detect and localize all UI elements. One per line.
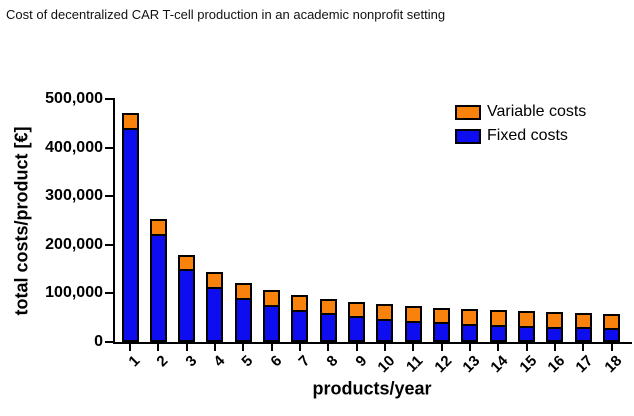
bar-segment-fixed-costs xyxy=(405,320,422,342)
x-axis-tick xyxy=(525,344,528,351)
x-axis-tick xyxy=(610,344,613,351)
x-axis-tick xyxy=(270,344,273,351)
bar-segment-fixed-costs xyxy=(348,316,365,342)
bar-segment-fixed-costs xyxy=(376,318,393,342)
x-axis-tick xyxy=(298,344,301,351)
x-axis-tick xyxy=(242,344,245,351)
legend-label-variable-costs: Variable costs xyxy=(487,103,587,120)
figure-title: Cost of decentralized CAR T-cell product… xyxy=(6,7,446,22)
x-tick-label: 4 xyxy=(210,352,229,371)
bar-segment-fixed-costs xyxy=(320,313,337,342)
bar-products-12 xyxy=(433,307,450,342)
x-axis-tick xyxy=(468,344,471,351)
bar-products-7 xyxy=(291,295,308,342)
x-axis-tick xyxy=(582,344,585,351)
bar-segment-fixed-costs xyxy=(122,127,139,342)
y-tick-label: 300,000 xyxy=(45,187,103,205)
bar-products-11 xyxy=(405,306,422,342)
x-tick-label: 2 xyxy=(153,352,172,371)
legend-swatch-variable-costs xyxy=(455,104,481,120)
y-axis-line xyxy=(113,98,115,344)
y-tick-label: 200,000 xyxy=(45,235,103,253)
y-axis-tick xyxy=(105,98,113,100)
legend-entry-variable-costs: Variable costs xyxy=(455,102,586,122)
x-tick-label: 15 xyxy=(516,352,540,377)
bar-products-10 xyxy=(376,304,393,342)
x-axis-tick xyxy=(412,344,415,351)
x-axis-tick xyxy=(497,344,500,351)
x-axis-line xyxy=(113,342,632,344)
bar-segment-fixed-costs xyxy=(178,269,195,342)
y-axis-tick xyxy=(105,195,113,198)
bar-products-15 xyxy=(518,311,535,342)
x-axis-tick xyxy=(157,344,160,351)
x-tick-label: 14 xyxy=(487,352,512,377)
bar-segment-fixed-costs xyxy=(235,297,252,342)
y-tick-label: 0 xyxy=(94,333,103,350)
bar-products-4 xyxy=(206,272,223,342)
x-tick-label: 17 xyxy=(572,352,597,377)
bar-products-2 xyxy=(150,219,167,342)
y-axis-tick xyxy=(105,243,113,246)
legend-label-fixed-costs: Fixed costs xyxy=(487,127,568,144)
x-tick-label: 5 xyxy=(238,352,257,371)
bar-segment-fixed-costs xyxy=(206,286,223,342)
bar-products-5 xyxy=(235,282,252,342)
x-tick-label: 1 xyxy=(125,352,144,371)
x-tick-label: 7 xyxy=(295,352,314,371)
bar-products-14 xyxy=(490,310,507,342)
x-tick-label: 16 xyxy=(544,352,569,377)
bar-products-9 xyxy=(348,301,365,342)
x-tick-label: 3 xyxy=(182,352,200,371)
y-tick-label: 100,000 xyxy=(45,284,103,302)
bar-products-1 xyxy=(122,113,139,342)
y-axis-title: total costs/product [€] xyxy=(11,126,32,316)
bar-segment-fixed-costs xyxy=(461,323,478,342)
x-axis-tick xyxy=(383,344,386,351)
bar-segment-fixed-costs xyxy=(603,328,620,342)
x-axis-tick xyxy=(553,344,556,351)
bar-segment-fixed-costs xyxy=(263,304,280,342)
x-axis-tick xyxy=(440,344,443,351)
bar-products-18 xyxy=(603,313,620,342)
bar-products-16 xyxy=(546,312,563,342)
bar-segment-fixed-costs xyxy=(546,326,563,342)
y-tick-label: 500,000 xyxy=(45,90,103,107)
y-axis-tick xyxy=(105,146,113,149)
bar-products-3 xyxy=(178,254,195,342)
x-axis-tick xyxy=(213,344,216,351)
y-axis-tick xyxy=(105,292,113,295)
legend: Variable costs Fixed costs xyxy=(455,102,586,150)
bar-segment-fixed-costs xyxy=(490,324,507,342)
bar-segment-fixed-costs xyxy=(291,309,308,342)
legend-entry-fixed-costs: Fixed costs xyxy=(455,126,586,146)
bar-segment-fixed-costs xyxy=(150,233,167,342)
x-axis-tick xyxy=(185,344,188,351)
y-tick-label: 400,000 xyxy=(45,138,103,156)
legend-swatch-fixed-costs xyxy=(455,128,481,144)
bar-segment-fixed-costs xyxy=(433,322,450,342)
bar-segment-fixed-costs xyxy=(518,325,535,342)
x-axis-title: products/year xyxy=(312,378,432,399)
bar-products-17 xyxy=(575,312,592,342)
x-tick-label: 13 xyxy=(459,352,484,377)
x-axis-tick xyxy=(355,344,358,351)
bar-products-6 xyxy=(263,290,280,342)
x-tick-label: 6 xyxy=(267,352,285,371)
x-axis-tick xyxy=(129,344,131,351)
bar-segment-fixed-costs xyxy=(575,327,592,342)
x-axis-tick xyxy=(327,344,330,351)
y-axis-tick xyxy=(105,341,113,343)
bar-products-13 xyxy=(461,309,478,342)
x-tick-label: 18 xyxy=(601,352,625,377)
bar-products-8 xyxy=(320,298,337,342)
